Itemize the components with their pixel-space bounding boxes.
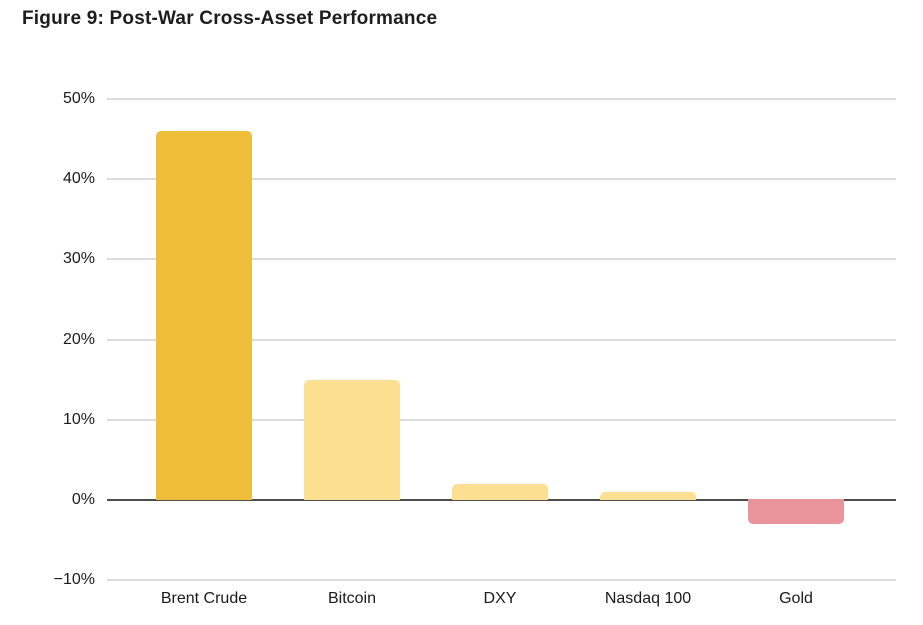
y-axis-tick-label: 30% (62, 250, 95, 268)
x-axis-category-label: Nasdaq 100 (604, 590, 692, 607)
x-axis-category-label: Brent Crude (160, 590, 248, 607)
gridline (107, 579, 896, 581)
y-axis-tick-label: 10% (62, 410, 95, 428)
y-axis-tick-label: 20% (62, 330, 95, 348)
x-axis-category-label: Bitcoin (327, 590, 377, 607)
figure-title: Figure 9: Post-War Cross-Asset Performan… (22, 8, 438, 29)
x-axis-category-label: DXY (483, 590, 517, 607)
y-axis-tick-label: 0% (71, 490, 95, 508)
x-axis-category-label: Gold (779, 590, 813, 607)
y-axis-tick-label: 40% (62, 170, 95, 188)
y-axis-tick-label: −10% (53, 571, 95, 588)
bar-nasdaq-100 (600, 491, 696, 500)
bar-gold (748, 498, 844, 524)
y-axis-tick-label: 50% (62, 90, 95, 107)
bar-bitcoin (304, 379, 400, 500)
gridline (107, 338, 896, 341)
bar-dxy (452, 483, 548, 500)
gridline (107, 418, 896, 421)
gridline (107, 98, 896, 100)
bar-brent-crude (156, 131, 252, 500)
gridline (107, 258, 896, 261)
gridline (107, 178, 896, 181)
zero-axis-line (107, 498, 896, 501)
